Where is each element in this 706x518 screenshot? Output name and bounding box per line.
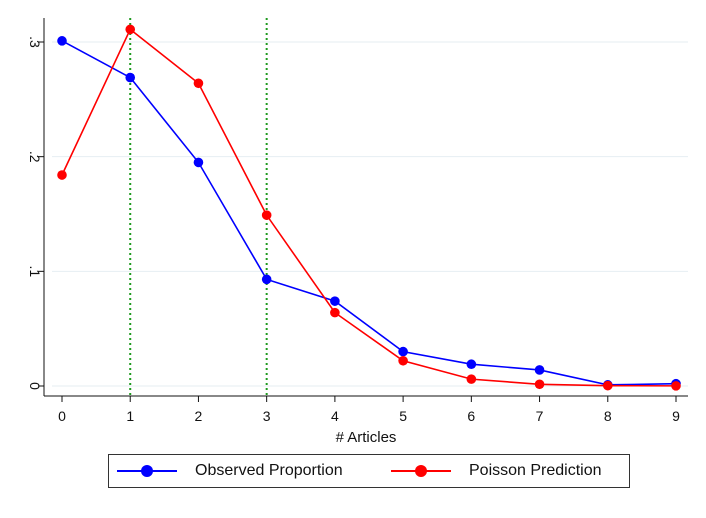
series-layer <box>57 24 681 391</box>
data-point-s0-2 <box>193 157 204 168</box>
y-tick-label-0: 0 <box>27 382 43 390</box>
x-tick-label-8: 8 <box>604 408 612 424</box>
y-tick-label-3: .3 <box>27 36 43 48</box>
x-tick-label-2: 2 <box>195 408 203 424</box>
grid-lines <box>52 41 688 387</box>
legend-item-observed: Observed Proportion <box>117 455 343 487</box>
data-point-s0-5 <box>398 346 408 357</box>
y-tick-label-2: .2 <box>27 151 43 163</box>
series-line-1 <box>61 28 677 387</box>
data-point-s0-7 <box>534 365 545 375</box>
x-tick-label-3: 3 <box>263 408 271 424</box>
data-point-s1-8 <box>602 380 613 391</box>
data-point-s1-3 <box>261 210 272 220</box>
legend-swatch-poisson <box>391 465 451 477</box>
legend-label-observed: Observed Proportion <box>195 462 343 479</box>
reference-lines <box>129 18 268 396</box>
y-tick-label-1: .1 <box>27 265 43 277</box>
axes: 0 .1 .2 .3 0 1 2 3 4 5 6 7 8 9 <box>27 18 688 424</box>
series-line-0 <box>61 40 677 386</box>
x-tick-label-4: 4 <box>331 408 339 424</box>
data-point-s1-7 <box>534 379 545 390</box>
data-point-s0-6 <box>466 359 477 370</box>
x-tick-label-9: 9 <box>672 408 680 424</box>
data-point-s1-4 <box>330 307 340 318</box>
x-tick-label-5: 5 <box>399 408 407 424</box>
data-point-s0-4 <box>330 296 340 306</box>
x-tick-label-0: 0 <box>58 408 66 424</box>
data-point-s0-1 <box>125 72 136 83</box>
x-tick-label-6: 6 <box>467 408 475 424</box>
x-axis-title: # Articles <box>336 429 397 446</box>
data-point-s1-5 <box>398 355 408 366</box>
x-tick-label-1: 1 <box>126 408 134 424</box>
legend-marker-observed <box>141 465 153 477</box>
data-point-s1-6 <box>466 374 477 384</box>
data-point-s0-3 <box>261 274 272 285</box>
data-point-s0-0 <box>57 36 67 46</box>
legend-item-poisson: Poisson Prediction <box>391 455 602 487</box>
data-point-s1-9 <box>671 381 681 391</box>
data-point-s1-1 <box>125 24 136 35</box>
data-point-s1-2 <box>193 78 204 89</box>
legend: Observed Proportion Poisson Prediction <box>108 454 630 488</box>
legend-label-poisson: Poisson Prediction <box>469 462 602 479</box>
legend-swatch-observed <box>117 465 177 477</box>
legend-marker-poisson <box>415 465 427 477</box>
x-tick-label-7: 7 <box>536 408 544 424</box>
data-point-s1-0 <box>57 170 67 180</box>
